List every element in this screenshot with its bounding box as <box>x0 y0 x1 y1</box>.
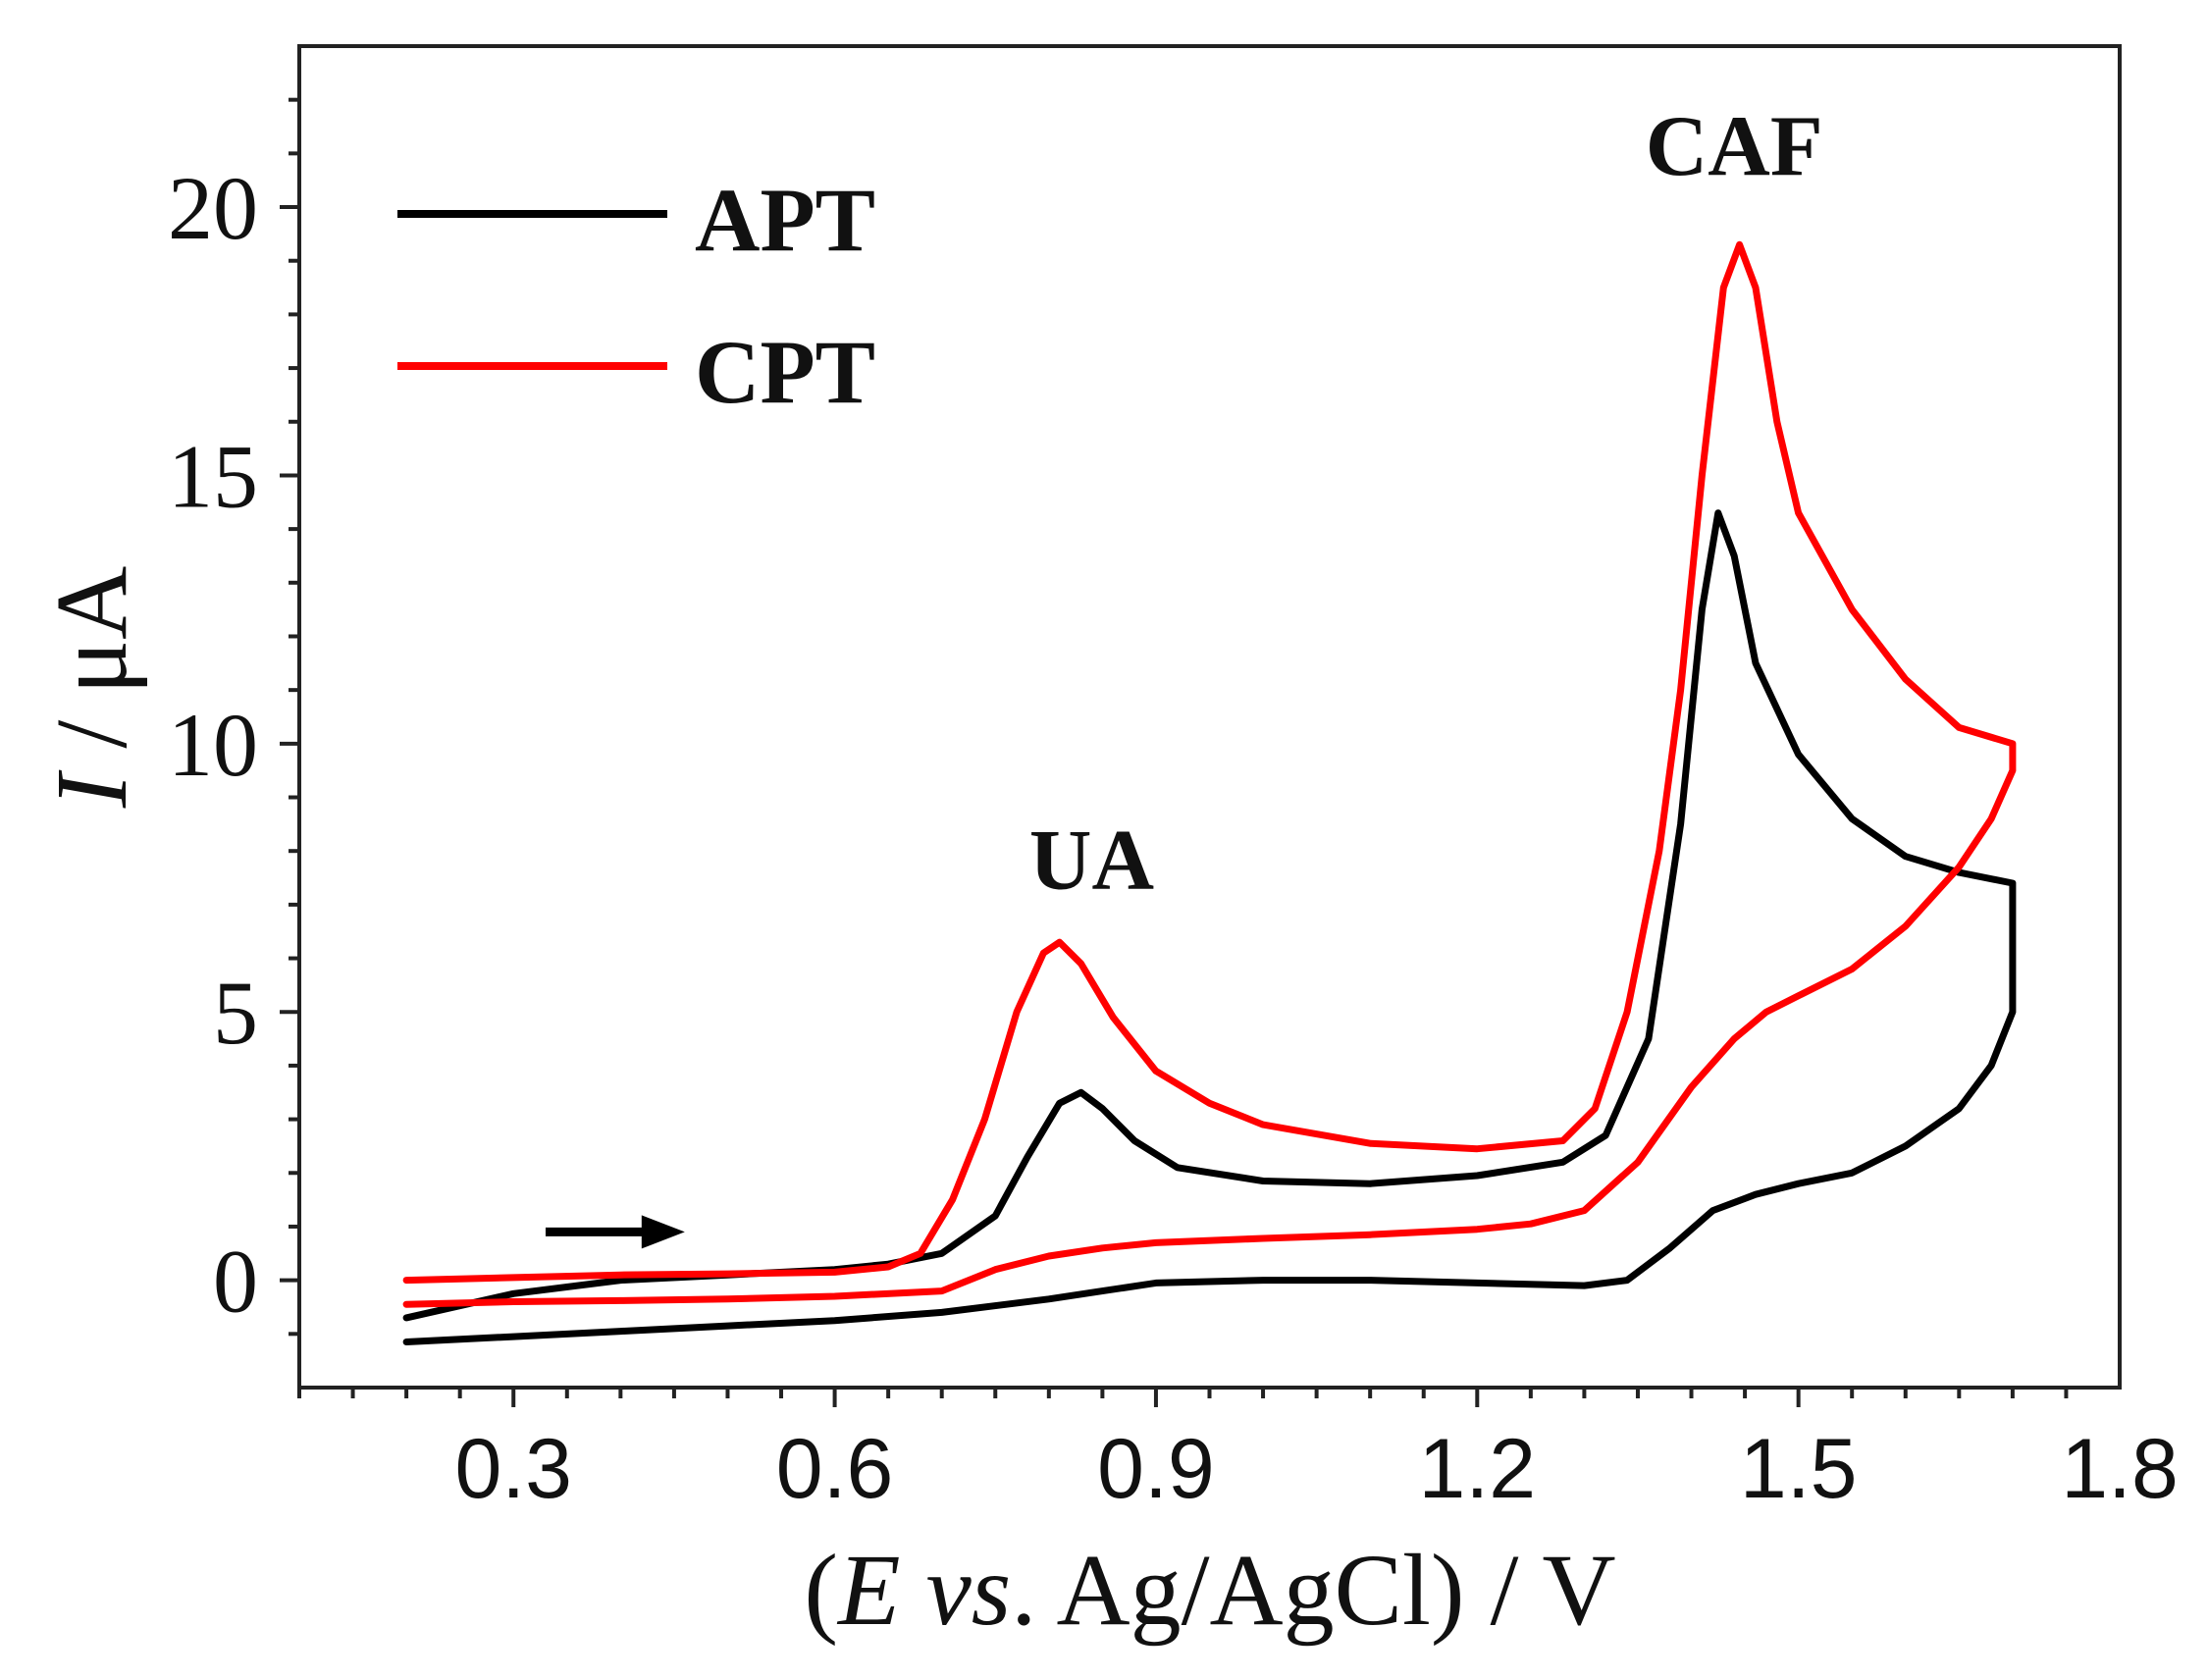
peak-annotations: UA CAF <box>1029 99 1823 908</box>
annotation-ua: UA <box>1029 813 1154 908</box>
arrow-head <box>641 1215 685 1249</box>
x-tick-label: 0.3 <box>454 1422 572 1516</box>
x-tick-label: 1.8 <box>2061 1422 2179 1516</box>
y-axis-title-unit: / μA <box>35 566 148 774</box>
x-axis-title-e: E <box>836 1534 901 1647</box>
y-tick-label: 5 <box>213 963 258 1063</box>
y-axis: 0 5 10 15 20 <box>168 97 299 1337</box>
curves-layer <box>402 240 2017 1345</box>
x-tick-label: 0.6 <box>776 1422 894 1516</box>
x-tick-label: 0.9 <box>1097 1422 1215 1516</box>
y-tick-label: 20 <box>168 158 258 258</box>
scan-direction-arrow-icon <box>545 1215 685 1249</box>
x-tick-label: 1.5 <box>1740 1422 1858 1516</box>
x-axis-title-rest: . Ag/AgCl) / V <box>1011 1534 1615 1647</box>
y-axis-title-i: I <box>35 769 148 809</box>
y-tick-label: 0 <box>213 1232 258 1332</box>
series-line-apt <box>402 509 2017 1345</box>
legend-label-apt: APT <box>695 170 875 270</box>
y-tick-label: 10 <box>168 695 258 795</box>
legend: APT CPT <box>397 170 875 422</box>
x-axis-title-space <box>901 1534 926 1647</box>
x-axis-title-vs: vs <box>926 1534 1012 1647</box>
series-line-cpt <box>402 240 2017 1308</box>
y-axis-title: I / μA <box>35 566 148 809</box>
x-axis: 0.3 0.6 0.9 1.2 1.5 1.8 <box>297 1388 2179 1516</box>
legend-label-cpt: CPT <box>695 322 875 422</box>
annotation-caf: CAF <box>1646 99 1823 194</box>
x-axis-title: (E vs. Ag/AgCl) / V <box>804 1534 1615 1647</box>
y-tick-label: 15 <box>168 426 258 526</box>
x-tick-label: 1.2 <box>1419 1422 1537 1516</box>
x-axis-title-open: ( <box>804 1534 838 1647</box>
